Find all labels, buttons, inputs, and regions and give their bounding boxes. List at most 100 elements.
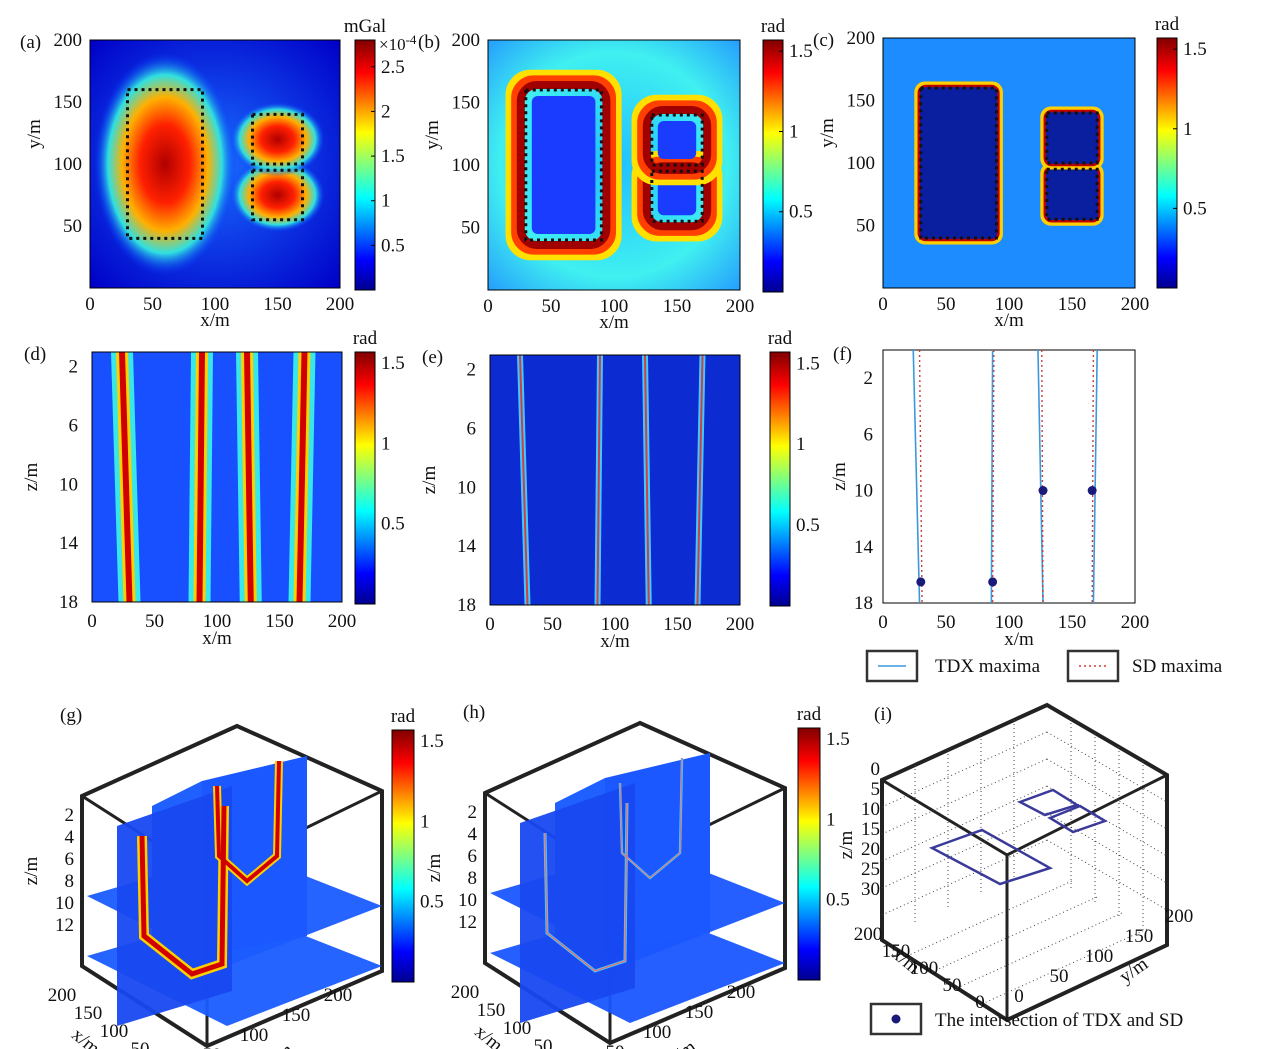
- colorbar-tick-label: 0.5: [796, 515, 820, 536]
- z-tick-label: 5: [871, 779, 881, 800]
- cube-frame: [880, 702, 1169, 1023]
- y-tick-label: 10: [59, 474, 78, 495]
- x-tick-label: 50: [145, 611, 164, 632]
- y-tick-label: 150: [54, 92, 83, 113]
- y-axis-label: y/m: [261, 1039, 297, 1049]
- z-tick-label: 25: [861, 859, 880, 880]
- x-tick-label: 100: [503, 1018, 532, 1039]
- legend-i: The intersection of TDX and SD: [869, 1002, 1183, 1036]
- panel-label: (a): [20, 32, 41, 53]
- x-tick-label: 0: [483, 296, 493, 317]
- y-tick-label: 150: [685, 1002, 714, 1023]
- x-axis-label: x/m: [470, 1021, 506, 1049]
- intersection-point-1: [988, 577, 998, 587]
- x-tick-label: 150: [263, 294, 292, 315]
- panel-g: [80, 723, 415, 1049]
- colorbar-tick-label: 1: [1183, 119, 1193, 140]
- tdx-line-3: [1092, 349, 1098, 604]
- x-tick-label: 100: [910, 958, 939, 979]
- x-tick-label: 50: [542, 296, 561, 317]
- x-tick-label: 200: [1121, 294, 1150, 315]
- anomaly-0: [93, 52, 237, 276]
- colorbar-tick-label: 2.5: [381, 57, 405, 78]
- colorbar-tick-label: 0.5: [381, 235, 405, 256]
- y-tick-label: 150: [452, 93, 481, 114]
- y-tick-label: 2: [467, 360, 477, 381]
- edge-red-2: [1043, 109, 1101, 167]
- y-tick-label: 100: [847, 153, 876, 174]
- panel-label: (d): [24, 344, 46, 365]
- edge-yellow-2: [1040, 106, 1104, 170]
- edge-band-2-2: [244, 352, 254, 602]
- legend-marker-intersection: [891, 1014, 901, 1024]
- edge-u-front-1: [544, 802, 628, 972]
- x-axis-label: x/m: [67, 1024, 103, 1049]
- interior-1: [657, 177, 697, 216]
- colorbar-tick-label: 1.5: [789, 41, 813, 62]
- colorbar-tick-label: 1: [826, 809, 836, 830]
- x-axis-label: x/m: [994, 310, 1024, 331]
- x-tick-label: 0: [485, 614, 495, 635]
- x-tick-label: 50: [937, 294, 956, 315]
- y-tick-label: 18: [59, 592, 78, 613]
- x-axis-label: x/m: [202, 628, 232, 649]
- colorbar-tick-label: 1: [420, 811, 430, 832]
- colorbar-tick-label: 1.5: [381, 146, 405, 167]
- edge-ring-2-2: [642, 106, 712, 174]
- y-tick-label: 200: [324, 985, 353, 1006]
- colorbar-tick-label: 0.5: [789, 202, 813, 223]
- x-tick-label: 100: [600, 296, 629, 317]
- x-tick-label: 50: [131, 1039, 150, 1049]
- edge-red-1: [1043, 166, 1101, 223]
- x-tick-label: 200: [451, 982, 480, 1003]
- z-tick-label: 10: [458, 890, 477, 911]
- colorbar-tick-label: 0.5: [1183, 198, 1207, 219]
- edge-ring-0-2: [516, 81, 611, 249]
- y-tick-label: 6: [69, 416, 79, 437]
- y-tick-label: 200: [727, 982, 756, 1003]
- z-tick-label: 30: [861, 879, 880, 900]
- y-tick-label: 10: [854, 481, 873, 502]
- body-outline-1: [1045, 167, 1099, 221]
- panel-label: (b): [418, 32, 440, 53]
- colorbar-tick-label: 2: [381, 101, 391, 122]
- z-axis-label: z/m: [424, 854, 445, 883]
- panel-label: (c): [813, 30, 834, 51]
- z-tick-label: 12: [55, 915, 74, 936]
- y-tick-label: 14: [854, 537, 874, 558]
- z-axis-label: z/m: [836, 831, 857, 860]
- body-outline-2: [650, 113, 704, 167]
- y-tick-label: 18: [854, 593, 873, 614]
- edge-band-1-2: [196, 352, 205, 602]
- z-tick-label: 2: [468, 802, 478, 823]
- z-tick-label: 15: [861, 819, 880, 840]
- sd-line-0: [918, 349, 923, 604]
- y-tick-label: 18: [457, 595, 476, 616]
- y-tick-label: 100: [452, 155, 481, 176]
- x-tick-label: 150: [882, 941, 911, 962]
- panel-h: [483, 720, 821, 1046]
- x-axis-label: x/m: [1004, 629, 1034, 650]
- body-outline-0: [524, 88, 603, 242]
- body-outline-1: [650, 169, 704, 223]
- z-tick-label: 12: [458, 912, 477, 933]
- x-axis-label: x/m: [600, 631, 630, 652]
- colorbar-tick-label: 1.5: [826, 729, 850, 750]
- colorbar-exponent: ×10-4: [379, 32, 417, 54]
- x-tick-label: 50: [937, 612, 956, 633]
- x-axis-label: x/m: [599, 312, 629, 333]
- axes-box: [487, 39, 741, 291]
- z-tick-label: 8: [65, 871, 75, 892]
- slice-vertical-front: [520, 783, 635, 1023]
- colorbar: [354, 39, 376, 291]
- body-outline-0: [126, 88, 204, 240]
- edge-u-back-1: [215, 760, 281, 884]
- y-tick-label: 2: [69, 357, 79, 378]
- x-tick-label: 0: [87, 611, 97, 632]
- panel-label: (e): [422, 347, 443, 368]
- section-e: [490, 355, 740, 605]
- legend-label-tdx: TDX maxima: [935, 656, 1041, 677]
- colorbar: [797, 727, 821, 981]
- x-tick-label: 200: [726, 614, 755, 635]
- sd-line-1: [991, 349, 995, 604]
